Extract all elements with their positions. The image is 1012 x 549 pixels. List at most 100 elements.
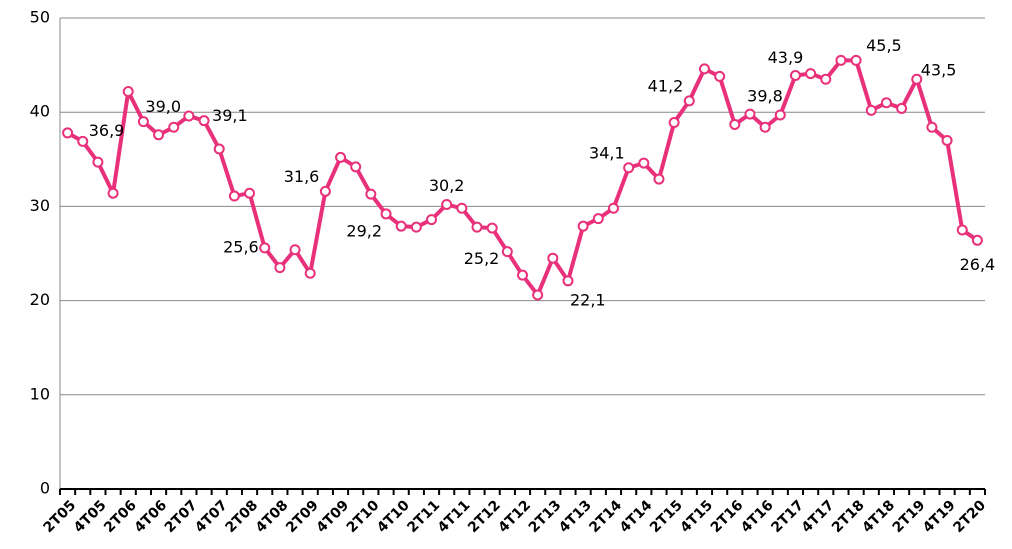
marker [213, 143, 225, 155]
marker [607, 202, 619, 214]
data-label: 26,4 [960, 255, 996, 274]
marker [183, 110, 195, 122]
marker [850, 54, 862, 66]
marker [865, 104, 877, 116]
x-tick-label: 4T19 [920, 497, 959, 536]
marker [744, 108, 756, 120]
marker [926, 121, 938, 133]
x-tick-label: 4T16 [738, 497, 777, 536]
marker [380, 208, 392, 220]
marker [971, 234, 983, 246]
data-label: 43,5 [921, 61, 957, 80]
data-label: 39,8 [747, 87, 783, 106]
marker [820, 73, 832, 85]
marker [698, 63, 710, 75]
x-tick-label: 4T15 [677, 497, 716, 536]
marker [77, 135, 89, 147]
marker [729, 118, 741, 130]
marker [547, 252, 559, 264]
marker [335, 151, 347, 163]
marker [941, 134, 953, 146]
x-tick-label: 4T10 [374, 497, 413, 536]
y-tick-label: 50 [30, 8, 50, 27]
marker [880, 97, 892, 109]
marker [835, 54, 847, 66]
data-label: 39,1 [212, 106, 248, 125]
x-tick-label: 4T14 [617, 497, 656, 536]
data-label: 25,2 [464, 249, 500, 268]
marker [259, 242, 271, 254]
marker [350, 161, 362, 173]
marker [62, 127, 74, 139]
marker [956, 224, 968, 236]
marker [441, 199, 453, 211]
data-label: 43,9 [768, 48, 804, 67]
marker [562, 275, 574, 287]
x-tick-label: 2T19 [890, 497, 929, 536]
marker [486, 222, 498, 234]
marker [532, 289, 544, 301]
x-tick-label: 2T06 [101, 497, 140, 536]
marker [456, 202, 468, 214]
data-label: 45,5 [866, 36, 902, 55]
marker [471, 221, 483, 233]
x-tick-label: 2T07 [162, 497, 201, 536]
marker [107, 187, 119, 199]
x-tick-label: 4T09 [313, 497, 352, 536]
marker [896, 102, 908, 114]
marker [653, 173, 665, 185]
x-tick-label: 2T12 [465, 497, 504, 536]
marker [759, 121, 771, 133]
x-tick-label: 2T16 [708, 497, 747, 536]
x-tick-label: 4T08 [253, 497, 292, 536]
marker [774, 109, 786, 121]
marker [911, 73, 923, 85]
marker [198, 115, 210, 127]
x-tick-label: 4T18 [859, 497, 898, 536]
x-tick-label: 2T20 [950, 497, 989, 536]
marker [577, 220, 589, 232]
data-label: 39,0 [145, 97, 181, 116]
data-label: 30,2 [429, 176, 465, 195]
x-tick-label: 2T17 [768, 497, 807, 536]
marker [683, 95, 695, 107]
marker [304, 267, 316, 279]
marker [137, 116, 149, 128]
marker [426, 214, 438, 226]
marker [592, 213, 604, 225]
x-tick-label: 2T10 [344, 497, 383, 536]
marker [395, 220, 407, 232]
marker [501, 246, 513, 258]
marker [289, 244, 301, 256]
x-tick-label: 2T18 [829, 497, 868, 536]
marker [274, 262, 286, 274]
marker [789, 69, 801, 81]
y-tick-label: 20 [30, 290, 50, 309]
marker [668, 117, 680, 129]
data-label: 29,2 [346, 221, 382, 240]
x-tick-label: 4T05 [71, 497, 110, 536]
y-tick-label: 0 [40, 479, 50, 498]
marker [517, 269, 528, 281]
y-tick-label: 30 [30, 196, 50, 215]
x-tick-label: 2T15 [647, 497, 686, 536]
x-tick-label: 2T05 [41, 497, 80, 536]
data-label: 36,9 [89, 121, 125, 140]
marker [805, 68, 817, 80]
marker [410, 221, 422, 233]
x-tick-label: 2T13 [526, 497, 565, 536]
marker [92, 156, 104, 168]
marker [365, 188, 377, 200]
data-label: 41,2 [648, 76, 684, 95]
marker [168, 121, 180, 133]
y-tick-label: 10 [30, 384, 50, 403]
marker [153, 129, 165, 141]
data-label: 34,1 [589, 143, 625, 162]
x-tick-label: 4T17 [799, 497, 838, 536]
x-tick-label: 4T11 [435, 497, 474, 536]
marker [714, 70, 726, 82]
marker [122, 85, 134, 97]
x-tick-label: 4T13 [556, 497, 595, 536]
